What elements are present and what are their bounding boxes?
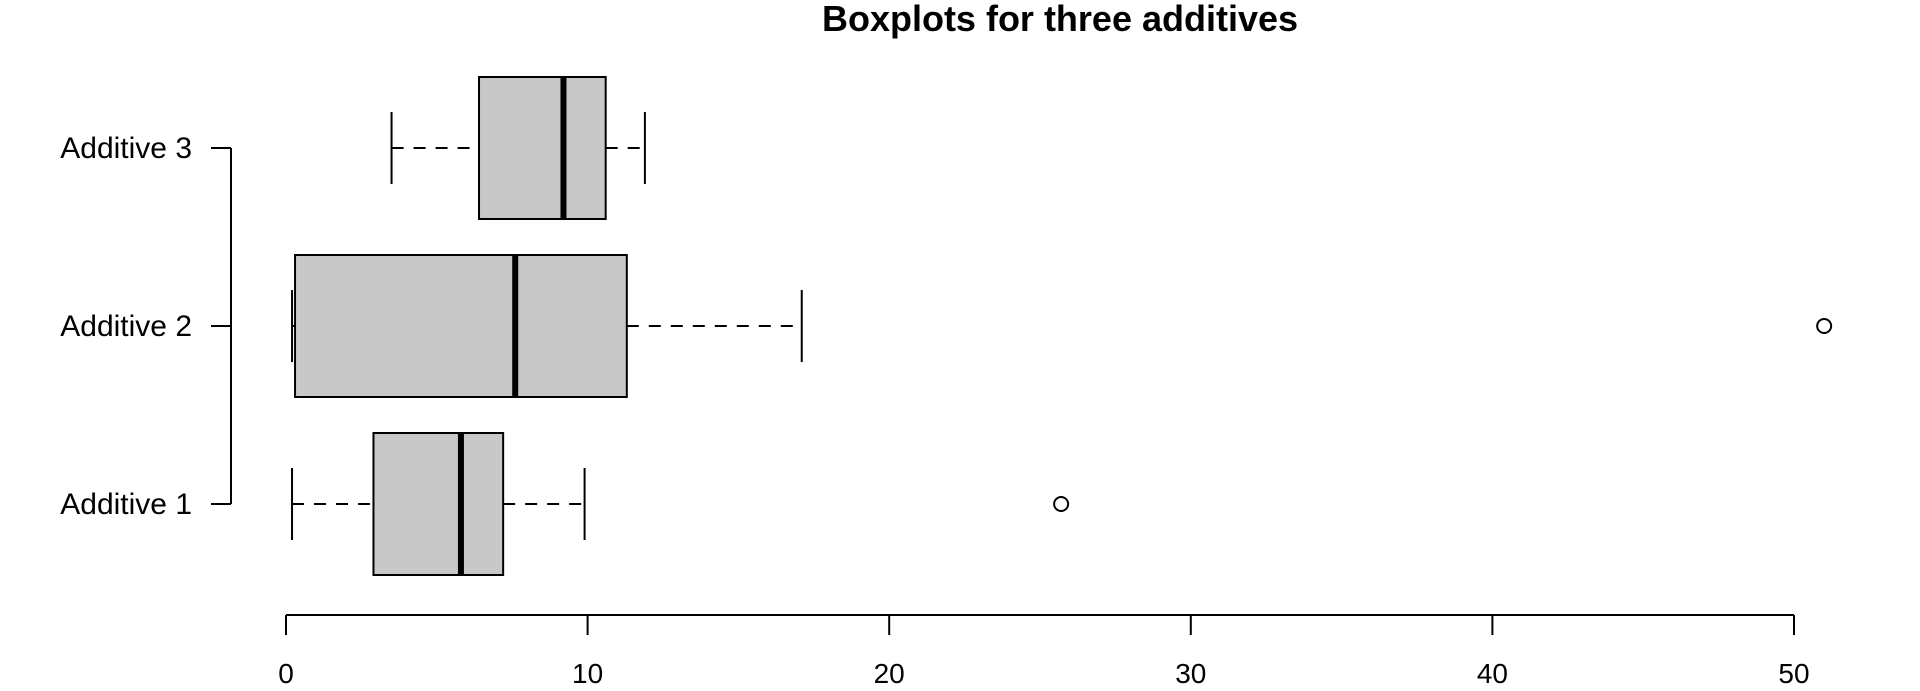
plot-area — [291, 76, 1833, 576]
x-axis: 0 10 20 30 40 50 — [278, 614, 1810, 689]
x-tick-label: 40 — [1477, 658, 1508, 689]
y-tick-label: Additive 2 — [60, 310, 192, 343]
box-additive-1 — [291, 432, 1070, 576]
box-additive-2 — [291, 254, 1833, 398]
y-tick-label: Additive 1 — [60, 488, 192, 521]
outlier-point — [1816, 318, 1833, 334]
y-tick-label: Additive 3 — [60, 132, 192, 165]
outlier-point — [1053, 496, 1070, 512]
x-tick-label: 0 — [278, 658, 294, 689]
x-tick-label: 50 — [1778, 658, 1809, 689]
x-tick-label: 20 — [874, 658, 905, 689]
x-tick-label: 10 — [572, 658, 603, 689]
x-tick-label: 30 — [1175, 658, 1206, 689]
iqr-box — [372, 432, 505, 576]
iqr-box — [478, 76, 607, 220]
box-additive-3 — [390, 76, 646, 220]
iqr-box — [294, 254, 628, 398]
y-axis: Additive 1 Additive 2 Additive 3 — [60, 132, 232, 521]
chart-title: Boxplots for three additives — [822, 0, 1298, 39]
